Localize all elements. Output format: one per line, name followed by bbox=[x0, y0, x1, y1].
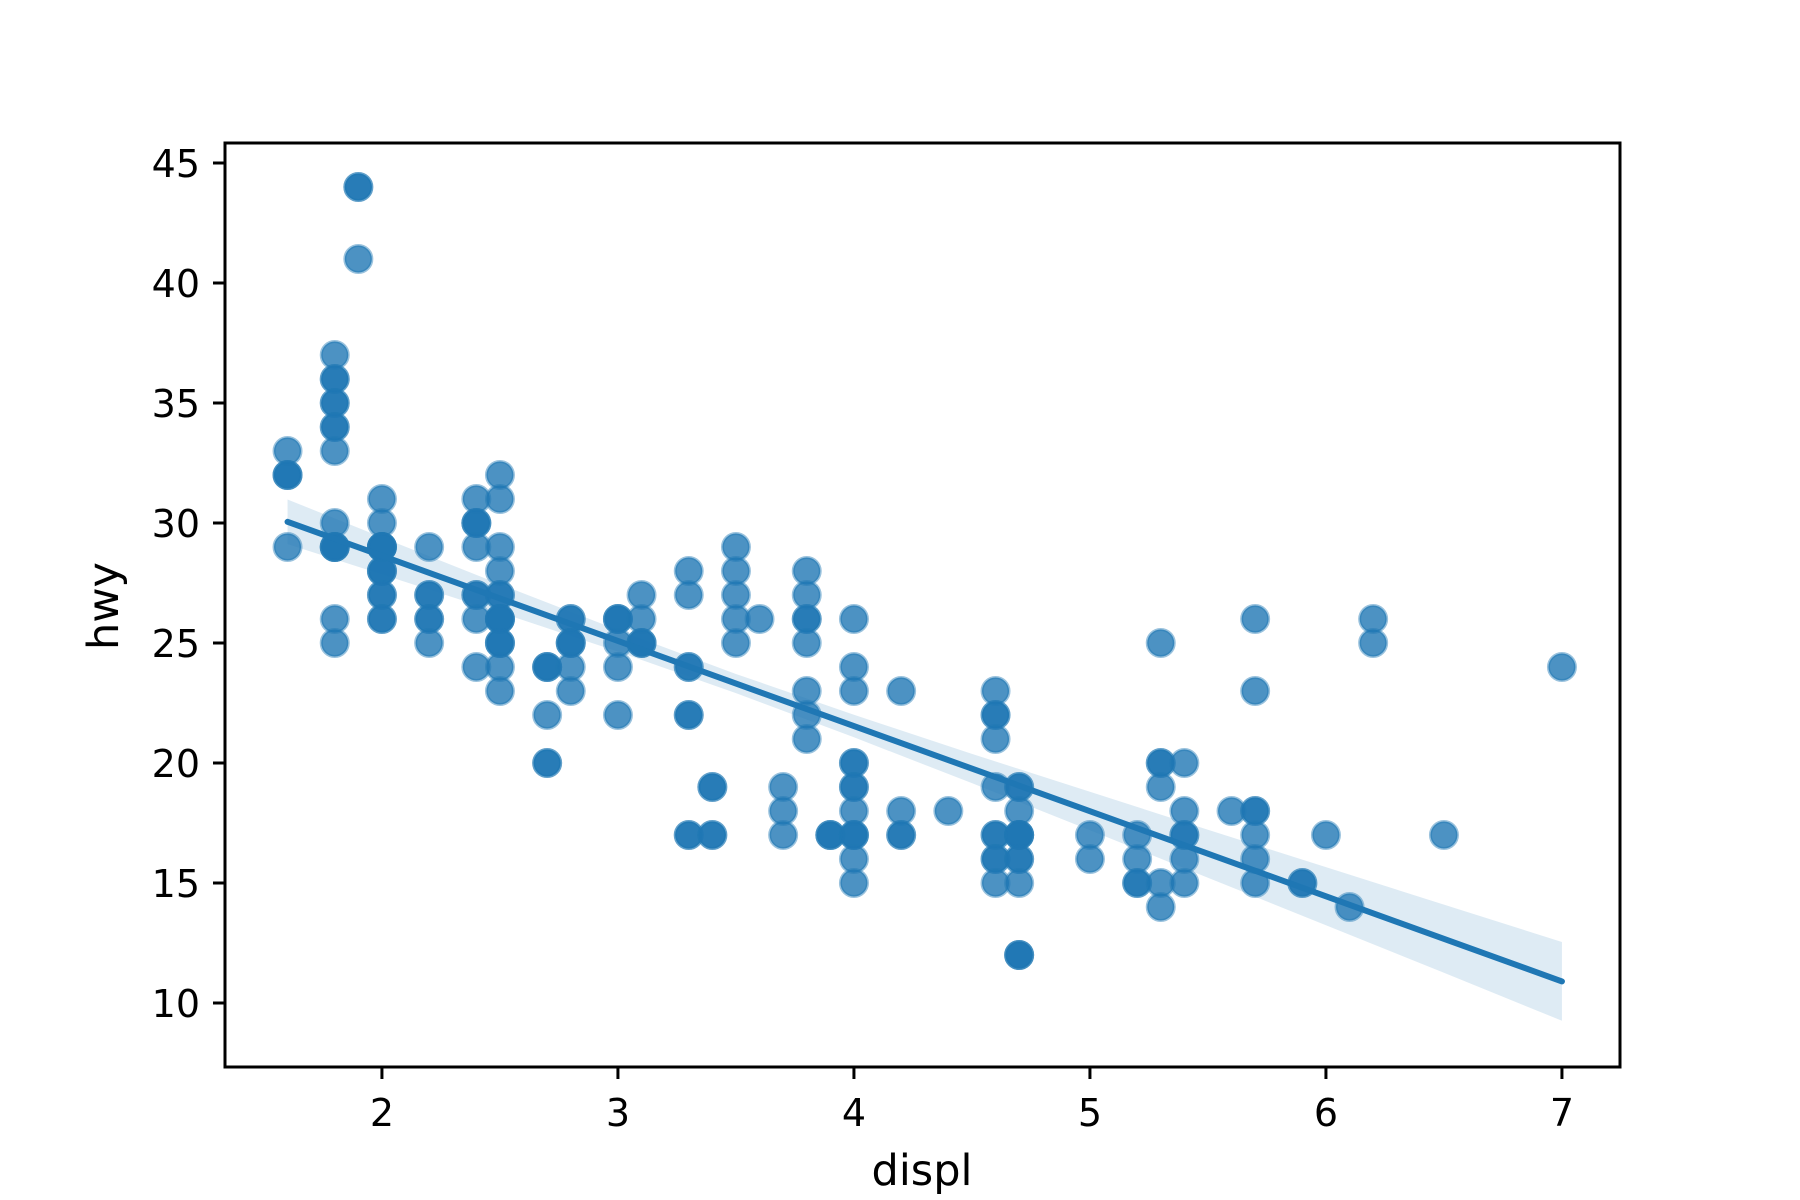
data-point bbox=[484, 483, 515, 514]
data-point bbox=[886, 819, 917, 850]
x-tick-label: 7 bbox=[1550, 1091, 1574, 1135]
data-point bbox=[602, 699, 633, 730]
y-tick-label: 25 bbox=[152, 622, 200, 666]
data-point bbox=[1145, 771, 1176, 802]
data-point bbox=[319, 435, 350, 466]
data-point bbox=[1546, 651, 1577, 682]
y-tick-label: 40 bbox=[152, 262, 200, 306]
y-tick-label: 10 bbox=[152, 982, 200, 1026]
data-point bbox=[414, 531, 445, 562]
data-point bbox=[768, 819, 799, 850]
data-point bbox=[886, 675, 917, 706]
y-tick-label: 35 bbox=[152, 382, 200, 426]
data-point bbox=[343, 243, 374, 274]
data-point bbox=[602, 651, 633, 682]
data-point bbox=[838, 867, 869, 898]
data-point bbox=[933, 795, 964, 826]
data-point bbox=[720, 627, 751, 658]
data-point bbox=[1240, 675, 1271, 706]
data-point bbox=[532, 699, 563, 730]
data-point bbox=[484, 675, 515, 706]
confidence-band bbox=[287, 499, 1562, 1021]
data-point bbox=[1358, 627, 1389, 658]
data-point bbox=[838, 675, 869, 706]
data-point bbox=[1240, 603, 1271, 634]
data-point bbox=[791, 627, 822, 658]
data-point bbox=[1169, 867, 1200, 898]
regression-line bbox=[284, 518, 1565, 985]
y-tick-label: 45 bbox=[152, 142, 200, 186]
data-point bbox=[555, 675, 586, 706]
data-point bbox=[744, 603, 775, 634]
data-point bbox=[1310, 819, 1341, 850]
regression-line-layer bbox=[284, 518, 1565, 985]
y-axis-label: hwy bbox=[79, 562, 129, 650]
data-point bbox=[697, 819, 728, 850]
data-point bbox=[791, 723, 822, 754]
y-tick-label: 30 bbox=[152, 502, 200, 546]
data-point bbox=[414, 627, 445, 658]
data-point bbox=[673, 699, 704, 730]
confidence-band-layer bbox=[287, 499, 1562, 1021]
data-point bbox=[1074, 843, 1105, 874]
x-tick-label: 4 bbox=[842, 1091, 866, 1135]
data-point bbox=[1169, 747, 1200, 778]
x-tick-label: 2 bbox=[370, 1091, 394, 1135]
data-point bbox=[1145, 627, 1176, 658]
plot-border bbox=[223, 141, 1622, 1069]
data-point bbox=[272, 531, 303, 562]
data-point bbox=[1145, 891, 1176, 922]
data-point bbox=[697, 771, 728, 802]
data-point bbox=[1004, 939, 1035, 970]
data-point bbox=[319, 627, 350, 658]
x-tick-label: 5 bbox=[1078, 1091, 1102, 1135]
data-point bbox=[366, 603, 397, 634]
data-point bbox=[1004, 867, 1035, 898]
y-tick-label: 15 bbox=[152, 862, 200, 906]
data-point bbox=[272, 459, 303, 490]
x-tick-label: 3 bbox=[606, 1091, 630, 1135]
data-point bbox=[673, 579, 704, 610]
x-axis-label: displ bbox=[872, 1146, 973, 1196]
x-tick-label: 6 bbox=[1314, 1091, 1338, 1135]
data-point bbox=[532, 747, 563, 778]
data-point bbox=[1428, 819, 1459, 850]
data-point bbox=[838, 603, 869, 634]
y-tick-label: 20 bbox=[152, 742, 200, 786]
data-point bbox=[980, 723, 1011, 754]
data-point bbox=[343, 171, 374, 202]
scatter-points-layer bbox=[272, 171, 1577, 970]
